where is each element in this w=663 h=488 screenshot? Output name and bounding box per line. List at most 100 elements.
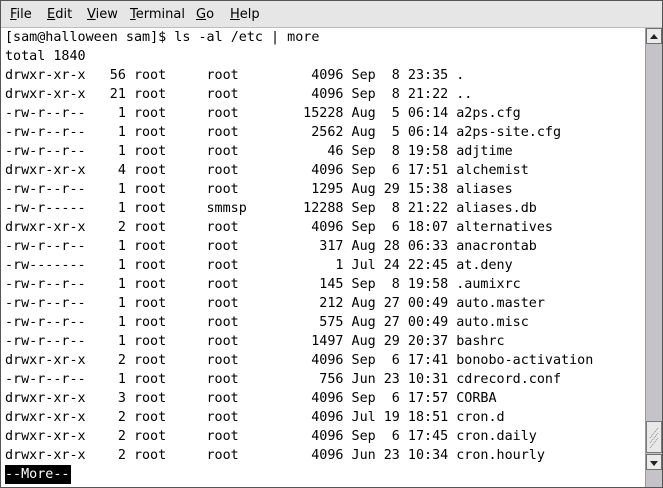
file-listing-row: -rw-r--r-- 1 root root 317 Aug 28 06:33 anacront…: [5, 237, 645, 256]
size: 212: [319, 296, 344, 311]
size: 4096: [311, 68, 344, 83]
filename: auto.master: [456, 296, 545, 311]
filename: aliases.db: [456, 201, 537, 216]
day: 23: [383, 372, 400, 387]
menu-view[interactable]: View: [87, 7, 118, 22]
month: Sep: [351, 201, 376, 216]
links: 1: [117, 315, 126, 330]
group: root: [206, 315, 239, 330]
owner: root: [133, 239, 167, 254]
links: 1: [117, 144, 126, 159]
menu-file[interactable]: File: [10, 7, 32, 22]
day: 29: [383, 182, 400, 197]
filename: cron.d: [456, 410, 505, 425]
day: 27: [383, 296, 400, 311]
size: 4096: [311, 410, 344, 425]
filename: a2ps.cfg: [456, 106, 521, 121]
permissions: -rw-r--r--: [5, 125, 86, 140]
owner: root: [133, 296, 167, 311]
links: 1: [117, 106, 126, 121]
file-listing-row: -rw------- 1 root root 1 Jul 24 22:45 at.deny: [5, 256, 645, 275]
filename: ..: [456, 87, 473, 102]
menu-help[interactable]: Help: [230, 7, 260, 22]
month: Jul: [351, 410, 376, 425]
menu-terminal[interactable]: Terminal: [130, 7, 185, 22]
time: 20:37: [407, 334, 449, 349]
size: 575: [319, 315, 344, 330]
links: 1: [117, 296, 126, 311]
owner: root: [133, 258, 167, 273]
links: 56: [109, 68, 126, 83]
time: 21:22: [407, 201, 449, 216]
day: 8: [391, 144, 400, 159]
file-listing-row: -rw-r--r-- 1 root root 2562 Aug 5 06:14 a2ps-sit…: [5, 123, 645, 142]
month: Jun: [351, 372, 376, 387]
owner: root: [133, 410, 167, 425]
time: 18:51: [407, 410, 449, 425]
day: 6: [391, 220, 400, 235]
arrow-up-icon: [650, 34, 658, 39]
owner: root: [133, 201, 167, 216]
links: 1: [117, 372, 126, 387]
size: 1: [335, 258, 344, 273]
month: Sep: [351, 144, 376, 159]
owner: root: [133, 144, 167, 159]
links: 2: [117, 220, 126, 235]
time: 00:49: [407, 296, 449, 311]
group: root: [206, 239, 239, 254]
menu-edit[interactable]: Edit: [47, 7, 73, 22]
day: 6: [391, 353, 400, 368]
month: Sep: [351, 353, 376, 368]
month: Sep: [351, 68, 376, 83]
group: root: [206, 296, 239, 311]
permissions: drwxr-xr-x: [5, 353, 86, 368]
month: Jun: [351, 448, 376, 463]
size: 4096: [311, 87, 344, 102]
filename: cdrecord.conf: [456, 372, 562, 387]
terminal-output[interactable]: [sam@halloween sam]$ ls -al /etc | more …: [5, 28, 645, 486]
file-listing-row: drwxr-xr-x 2 root root 4096 Sep 6 18:07 alternat…: [5, 218, 645, 237]
file-listing-row: -rw-r--r-- 1 root root 15228 Aug 5 06:14 a2ps.cf…: [5, 104, 645, 123]
scrollbar-thumb[interactable]: [646, 421, 662, 453]
permissions: drwxr-xr-x: [5, 163, 86, 178]
day: 23: [383, 448, 400, 463]
permissions: drwxr-xr-x: [5, 410, 86, 425]
file-listing-row: -rw-r--r-- 1 root root 1295 Aug 29 15:38 aliases: [5, 180, 645, 199]
permissions: -rw-------: [5, 258, 86, 273]
month: Aug: [351, 106, 376, 121]
prompt-line: [sam@halloween sam]$ ls -al /etc | more: [5, 30, 320, 45]
size: 4096: [311, 448, 344, 463]
owner: root: [133, 87, 167, 102]
time: 17:41: [407, 353, 449, 368]
day: 19: [383, 410, 400, 425]
grip-icon: [649, 427, 659, 449]
permissions: -rw-r-----: [5, 201, 86, 216]
group: root: [206, 429, 239, 444]
menu-go[interactable]: Go: [196, 7, 215, 22]
size: 4096: [311, 220, 344, 235]
time: 19:58: [407, 144, 449, 159]
time: 06:14: [407, 106, 449, 121]
scroll-up-button[interactable]: [646, 28, 662, 44]
month: Aug: [351, 296, 376, 311]
group: root: [206, 372, 239, 387]
time: 22:45: [407, 258, 449, 273]
filename: alternatives: [456, 220, 553, 235]
file-listing-row: -rw-r--r-- 1 root root 46 Sep 8 19:58 adjtime: [5, 142, 645, 161]
links: 1: [117, 201, 126, 216]
links: 4: [117, 163, 126, 178]
vertical-scrollbar[interactable]: [645, 28, 662, 487]
owner: root: [133, 106, 167, 121]
owner: root: [133, 315, 167, 330]
time: 00:49: [407, 315, 449, 330]
links: 1: [117, 239, 126, 254]
scroll-down-button[interactable]: [646, 454, 662, 470]
day: 6: [391, 429, 400, 444]
time: 19:58: [407, 277, 449, 292]
group: root: [206, 87, 239, 102]
group: root: [206, 220, 239, 235]
group: root: [206, 410, 239, 425]
day: 8: [391, 277, 400, 292]
links: 3: [117, 391, 126, 406]
